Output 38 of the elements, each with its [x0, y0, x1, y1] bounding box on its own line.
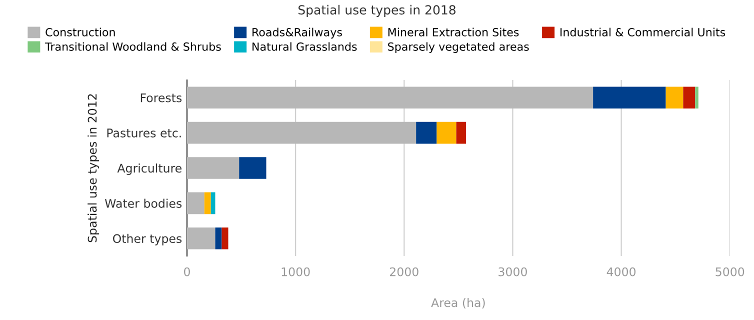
bar [456, 122, 466, 144]
y-tick-label: Agriculture [117, 164, 182, 175]
legend-label: Natural Grasslands [252, 42, 357, 51]
legend-label: Roads&Railways [252, 28, 342, 39]
bar [593, 86, 666, 109]
x-tick-label: 2000 [390, 267, 418, 276]
bar [683, 86, 696, 109]
x-tick-label: 0 [184, 267, 190, 276]
legend-label: Industrial & Commercial Units [560, 28, 726, 36]
bar [416, 122, 437, 144]
x-tick-label: 5000 [716, 267, 744, 276]
bar [186, 192, 204, 214]
legend-label: Transitional Woodland & Shrubs [45, 42, 221, 51]
x-axis-title: Area (ha) [431, 298, 485, 309]
legend-label: Sparsely vegetated areas [388, 42, 529, 53]
x-tick-label: 1000 [282, 267, 310, 276]
bar [666, 86, 684, 109]
y-tick-label: Other types [112, 234, 182, 246]
y-tick-label: Pastures etc. [107, 128, 181, 138]
x-tick-label: 3000 [498, 267, 527, 276]
bar [239, 157, 266, 179]
bar [186, 86, 594, 109]
chart-title: Spatial use types in 2018 [298, 4, 456, 17]
legend-label: Construction [46, 28, 115, 36]
y-axis-title: Spatial use types in 2012 [88, 94, 100, 242]
bar [186, 122, 416, 144]
x-tick-label: 4000 [606, 267, 636, 276]
bar [186, 227, 216, 250]
bar [210, 192, 216, 214]
y-tick-label: Water bodies [104, 198, 182, 208]
bar [436, 122, 456, 144]
y-tick-label: Forests [140, 93, 182, 102]
bar [695, 86, 698, 109]
legend-label: Mineral Extraction Sites [388, 28, 519, 36]
bar [222, 227, 228, 250]
bar [204, 192, 211, 214]
bar [215, 227, 222, 250]
bar [186, 157, 240, 179]
